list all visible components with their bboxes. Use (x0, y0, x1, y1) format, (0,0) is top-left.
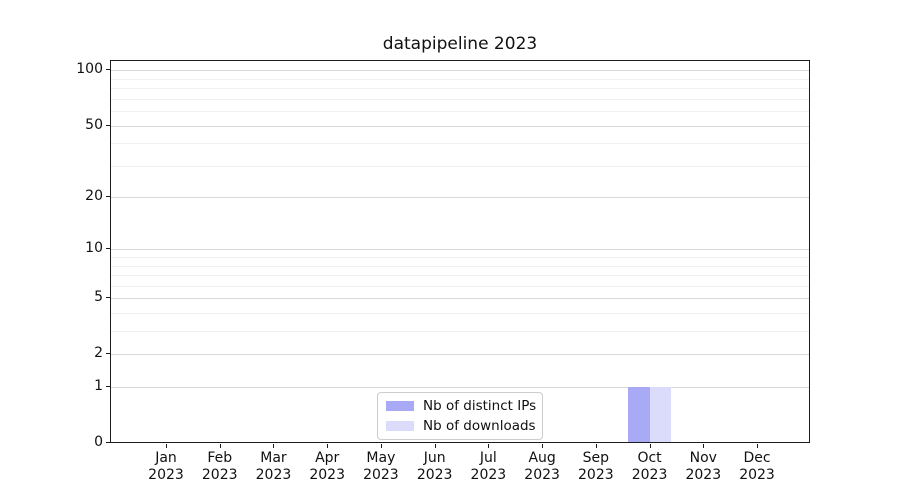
x-tick-mark (380, 444, 382, 448)
x-tick-mark (595, 444, 597, 448)
x-tick-year: 2023 (363, 467, 399, 483)
x-tick-month: Aug (528, 450, 556, 466)
x-tick-month: Nov (689, 450, 717, 466)
x-tick-label: Aug 2023 (510, 450, 574, 484)
y-tick-mark (106, 248, 110, 250)
y-tick-label: 50 (85, 116, 103, 133)
major-gridline (111, 249, 809, 251)
bar-nb-of-distinct-ips (628, 387, 650, 442)
x-tick-label: Oct 2023 (618, 450, 682, 484)
minor-gridline (111, 98, 809, 100)
x-tick-label: Dec 2023 (725, 450, 789, 484)
x-tick-label: Sep 2023 (564, 450, 628, 484)
legend-swatch (386, 401, 414, 411)
major-gridline (111, 70, 809, 72)
x-tick-label: Jul 2023 (456, 450, 520, 484)
x-tick-mark (649, 444, 651, 448)
x-tick-label: Mar 2023 (241, 450, 305, 484)
x-tick-label: Jun 2023 (403, 450, 467, 484)
x-tick-month: Dec (743, 450, 771, 466)
x-tick-month: Sep (582, 450, 610, 466)
x-tick-mark (273, 444, 275, 448)
minor-gridline (111, 78, 809, 80)
x-tick-mark (219, 444, 221, 448)
chart-title: datapipeline 2023 (382, 34, 538, 54)
minor-gridline (111, 257, 809, 259)
y-tick-label: 20 (85, 188, 103, 205)
x-tick-mark (166, 444, 167, 448)
x-tick-month: Jun (423, 450, 446, 466)
major-gridline (111, 197, 809, 199)
x-tick-year: 2023 (739, 467, 775, 483)
minor-gridline (111, 275, 809, 277)
major-gridline (111, 298, 809, 300)
legend-swatch (386, 421, 414, 431)
x-tick-mark (434, 444, 436, 448)
x-tick-year: 2023 (255, 467, 292, 483)
minor-gridline (111, 313, 809, 315)
minor-gridline (111, 165, 809, 167)
y-tick-mark (106, 196, 110, 198)
x-tick-year: 2023 (309, 467, 345, 483)
major-gridline (111, 125, 809, 127)
x-tick-mark (703, 444, 705, 448)
x-tick-label: May 2023 (349, 450, 413, 484)
x-tick-year: 2023 (416, 467, 453, 483)
y-tick-mark (106, 442, 110, 443)
y-tick-label: 100 (76, 61, 103, 78)
x-tick-mark (542, 444, 544, 448)
plot-area (110, 60, 810, 443)
y-tick-label: 2 (94, 345, 103, 362)
y-tick-mark (106, 386, 110, 388)
x-tick-year: 2023 (631, 467, 668, 483)
x-tick-label: Apr 2023 (295, 450, 359, 484)
y-tick-mark (106, 124, 110, 126)
legend-row: Nb of downloads (386, 417, 536, 435)
minor-gridline (111, 331, 809, 333)
x-tick-label: Feb 2023 (188, 450, 252, 484)
minor-gridline (111, 143, 809, 145)
x-tick-mark (327, 444, 329, 448)
bar-nb-of-downloads (649, 387, 672, 442)
major-gridline (111, 354, 809, 356)
x-tick-month: Feb (207, 450, 233, 466)
minor-gridline (111, 265, 809, 267)
legend-label: Nb of downloads (423, 418, 536, 434)
y-tick-mark (106, 353, 110, 355)
legend: Nb of distinct IPs Nb of downloads (377, 392, 543, 440)
y-tick-label: 5 (94, 289, 103, 306)
x-tick-month: Apr (315, 450, 340, 466)
x-tick-month: Mar (260, 450, 287, 466)
x-tick-month: Oct (637, 450, 662, 466)
y-tick-label: 0 (94, 434, 103, 450)
minor-gridline (111, 111, 809, 113)
x-tick-year: 2023 (524, 467, 560, 483)
x-tick-year: 2023 (685, 467, 722, 483)
x-tick-mark (488, 444, 490, 448)
major-gridline (111, 387, 809, 389)
y-tick-label: 10 (85, 240, 103, 257)
minor-gridline (111, 88, 809, 90)
x-tick-year: 2023 (201, 467, 238, 483)
minor-gridline (111, 285, 809, 287)
legend-row: Nb of distinct IPs (386, 397, 537, 415)
x-tick-year: 2023 (578, 467, 614, 483)
x-tick-month: Jul (479, 450, 497, 466)
x-tick-year: 2023 (148, 467, 184, 483)
y-tick-mark (106, 69, 110, 71)
y-tick-label: 1 (94, 378, 103, 395)
x-tick-month: May (366, 450, 396, 466)
x-tick-mark (757, 444, 759, 448)
legend-label: Nb of distinct IPs (423, 398, 537, 414)
x-tick-year: 2023 (470, 467, 507, 483)
y-tick-mark (106, 297, 110, 299)
x-tick-month: Jan (155, 450, 177, 466)
x-tick-label: Nov 2023 (671, 450, 735, 484)
x-tick-label: Jan 2023 (134, 450, 198, 484)
